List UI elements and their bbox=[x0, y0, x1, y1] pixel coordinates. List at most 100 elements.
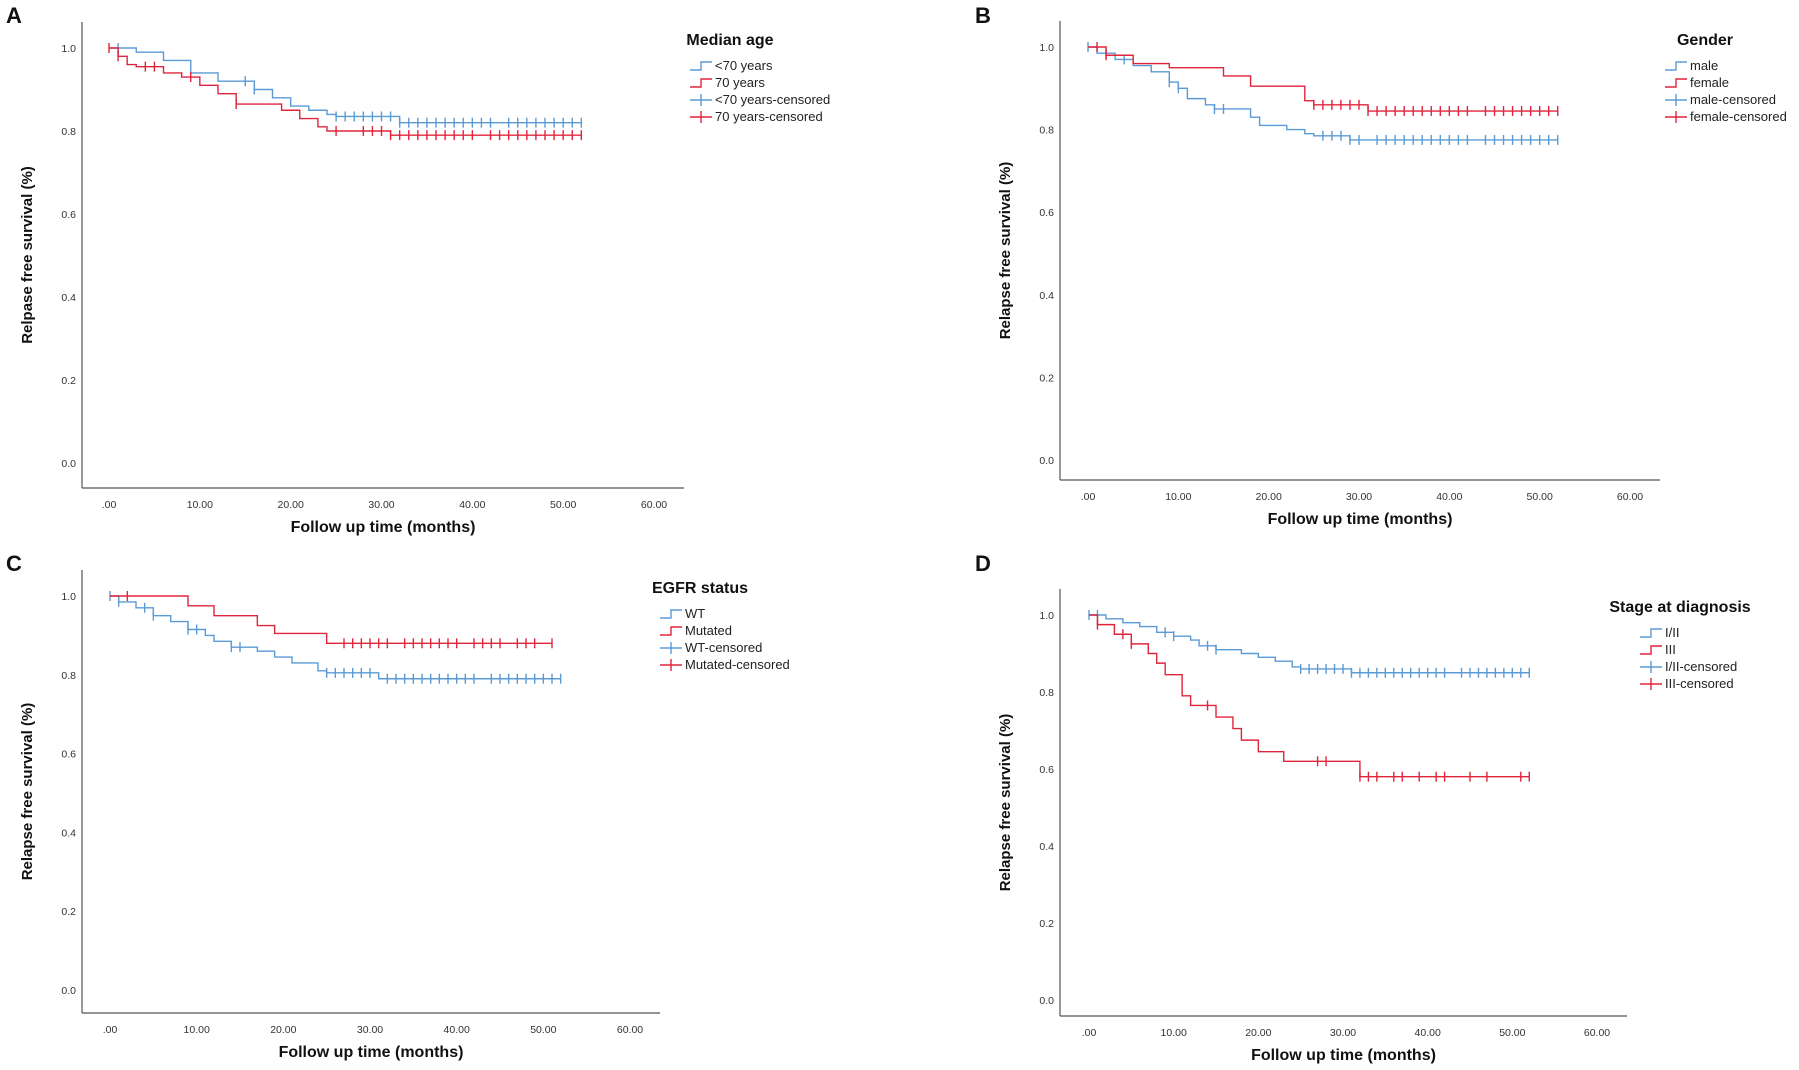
legend-entry-label: I/II-censored bbox=[1665, 659, 1737, 674]
x-tick-label: 10.00 bbox=[187, 499, 213, 511]
x-tick-label: 60.00 bbox=[641, 499, 667, 511]
legend-entry-label: male bbox=[1690, 58, 1718, 73]
km-chart-c: .00 10.00 20.00 30.00 40.00 50.00 60.00 0.0 0.2 0… bbox=[19, 570, 790, 1061]
legend-line-swatch bbox=[690, 61, 712, 71]
legend-title: Stage at diagnosis bbox=[1609, 599, 1750, 616]
x-tick-label: 30.00 bbox=[368, 499, 394, 511]
x-tick-label: 10.00 bbox=[184, 1024, 210, 1036]
legend-entry-label: WT-censored bbox=[685, 640, 762, 655]
y-tick-label: 0.6 bbox=[61, 749, 76, 761]
x-tick-label: .00 bbox=[103, 1024, 118, 1036]
x-tick-label: 60.00 bbox=[617, 1024, 643, 1036]
x-tick-label: 60.00 bbox=[1617, 491, 1643, 503]
km-chart-b: .00 10.00 20.00 30.00 40.00 50.00 60.00 0.0 0.2 0… bbox=[997, 21, 1787, 528]
x-tick-label: 20.00 bbox=[270, 1024, 296, 1036]
legend-entry-label: female bbox=[1690, 75, 1729, 90]
panel-letter-b: B bbox=[975, 3, 991, 28]
y-tick-label: 0.8 bbox=[1039, 687, 1054, 699]
y-tick-label: 0.0 bbox=[61, 985, 76, 997]
legend-entry-label: III bbox=[1665, 642, 1676, 657]
y-tick-label: 0.2 bbox=[61, 906, 76, 918]
legend-entry-label: 70 years-censored bbox=[715, 109, 823, 124]
y-tick-label: 1.0 bbox=[1039, 42, 1054, 54]
legend-line-swatch bbox=[1640, 645, 1662, 655]
y-tick-label: 0.4 bbox=[61, 292, 76, 304]
legend-title: EGFR status bbox=[652, 580, 748, 597]
chart-panels: .00 10.00 20.00 30.00 40.00 50.00 60.00 0.0 0.2 0… bbox=[19, 21, 1787, 1064]
legend-line-swatch bbox=[660, 626, 682, 636]
km-curve-70-years bbox=[109, 47, 582, 136]
y-axis-title: Relapse free survival (%) bbox=[997, 162, 1014, 340]
x-tick-label: 30.00 bbox=[1346, 491, 1372, 503]
legend-entry-label: male-censored bbox=[1690, 92, 1776, 107]
y-tick-label: 1.0 bbox=[61, 591, 76, 603]
legend-entry-label: WT bbox=[685, 606, 705, 621]
panel-letter-c: C bbox=[6, 551, 22, 576]
x-tick-label: 30.00 bbox=[357, 1024, 383, 1036]
legend-entry-label: female-censored bbox=[1690, 109, 1787, 124]
y-axis-title: Relpase free survival (%) bbox=[19, 166, 36, 344]
legend-line-swatch bbox=[660, 609, 682, 619]
y-tick-label: 0.2 bbox=[61, 375, 76, 387]
legend-title: Gender bbox=[1677, 32, 1733, 49]
legend-entry-label: Mutated-censored bbox=[685, 657, 790, 672]
x-tick-label: 40.00 bbox=[1415, 1027, 1441, 1039]
x-tick-label: 40.00 bbox=[1436, 491, 1462, 503]
legend-entry-label: <70 years bbox=[715, 58, 773, 73]
x-tick-label: 50.00 bbox=[550, 499, 576, 511]
x-tick-label: 30.00 bbox=[1330, 1027, 1356, 1039]
legend-line-swatch bbox=[1640, 628, 1662, 638]
legend-title: Median age bbox=[686, 32, 773, 49]
legend-entry-label: 70 years bbox=[715, 75, 765, 90]
panel-letter-a: A bbox=[6, 3, 22, 28]
y-tick-label: 0.8 bbox=[61, 126, 76, 138]
km-chart-d: .00 10.00 20.00 30.00 40.00 50.00 60.00 0.0 0.2 0… bbox=[997, 589, 1751, 1064]
x-tick-label: 20.00 bbox=[278, 499, 304, 511]
x-tick-label: 60.00 bbox=[1584, 1027, 1610, 1039]
km-chart-a: .00 10.00 20.00 30.00 40.00 50.00 60.00 0.0 0.2 0… bbox=[19, 22, 830, 536]
x-axis-title: Follow up time (months) bbox=[291, 519, 476, 536]
km-curve-iii bbox=[1089, 614, 1530, 778]
x-tick-label: 50.00 bbox=[530, 1024, 556, 1036]
x-axis-title: Follow up time (months) bbox=[279, 1044, 464, 1061]
y-axis-title: Relapse free survival (%) bbox=[997, 714, 1014, 892]
y-tick-label: 0.4 bbox=[61, 827, 76, 839]
x-axis-title: Follow up time (months) bbox=[1251, 1047, 1436, 1064]
legend-line-swatch bbox=[690, 78, 712, 88]
x-tick-label: .00 bbox=[102, 499, 117, 511]
y-tick-label: 0.8 bbox=[61, 670, 76, 682]
x-tick-label: 10.00 bbox=[1165, 491, 1191, 503]
y-tick-label: 0.6 bbox=[1039, 764, 1054, 776]
y-tick-label: 0.6 bbox=[61, 209, 76, 221]
legend-entry-label: I/II bbox=[1665, 625, 1679, 640]
x-tick-label: 10.00 bbox=[1161, 1027, 1187, 1039]
x-tick-label: 20.00 bbox=[1256, 491, 1282, 503]
y-tick-label: 0.8 bbox=[1039, 125, 1054, 137]
y-tick-label: 0.2 bbox=[1039, 372, 1054, 384]
y-tick-label: 0.0 bbox=[61, 458, 76, 470]
legend-line-swatch bbox=[1665, 78, 1687, 88]
y-tick-label: 0.0 bbox=[1039, 455, 1054, 467]
x-tick-label: .00 bbox=[1081, 491, 1096, 503]
y-tick-label: 0.0 bbox=[1039, 995, 1054, 1007]
km-curve-wt bbox=[110, 595, 561, 680]
legend-line-swatch bbox=[1665, 61, 1687, 71]
y-tick-label: 1.0 bbox=[61, 43, 76, 55]
x-axis-title: Follow up time (months) bbox=[1268, 511, 1453, 528]
x-tick-label: 40.00 bbox=[459, 499, 485, 511]
y-tick-label: 0.4 bbox=[1039, 841, 1054, 853]
y-tick-label: 0.2 bbox=[1039, 918, 1054, 930]
km-curve-male bbox=[1088, 46, 1558, 141]
legend-entry-label: III-censored bbox=[1665, 676, 1734, 691]
x-tick-label: 40.00 bbox=[444, 1024, 470, 1036]
x-tick-label: 50.00 bbox=[1499, 1027, 1525, 1039]
y-tick-label: 0.4 bbox=[1039, 290, 1054, 302]
y-tick-label: 0.6 bbox=[1039, 207, 1054, 219]
x-tick-label: .00 bbox=[1082, 1027, 1097, 1039]
panel-letter-d: D bbox=[975, 551, 991, 576]
x-tick-label: 50.00 bbox=[1527, 491, 1553, 503]
km-curve-mutated bbox=[110, 595, 552, 644]
legend-entry-label: <70 years-censored bbox=[715, 92, 830, 107]
y-axis-title: Relapse free survival (%) bbox=[19, 703, 36, 881]
